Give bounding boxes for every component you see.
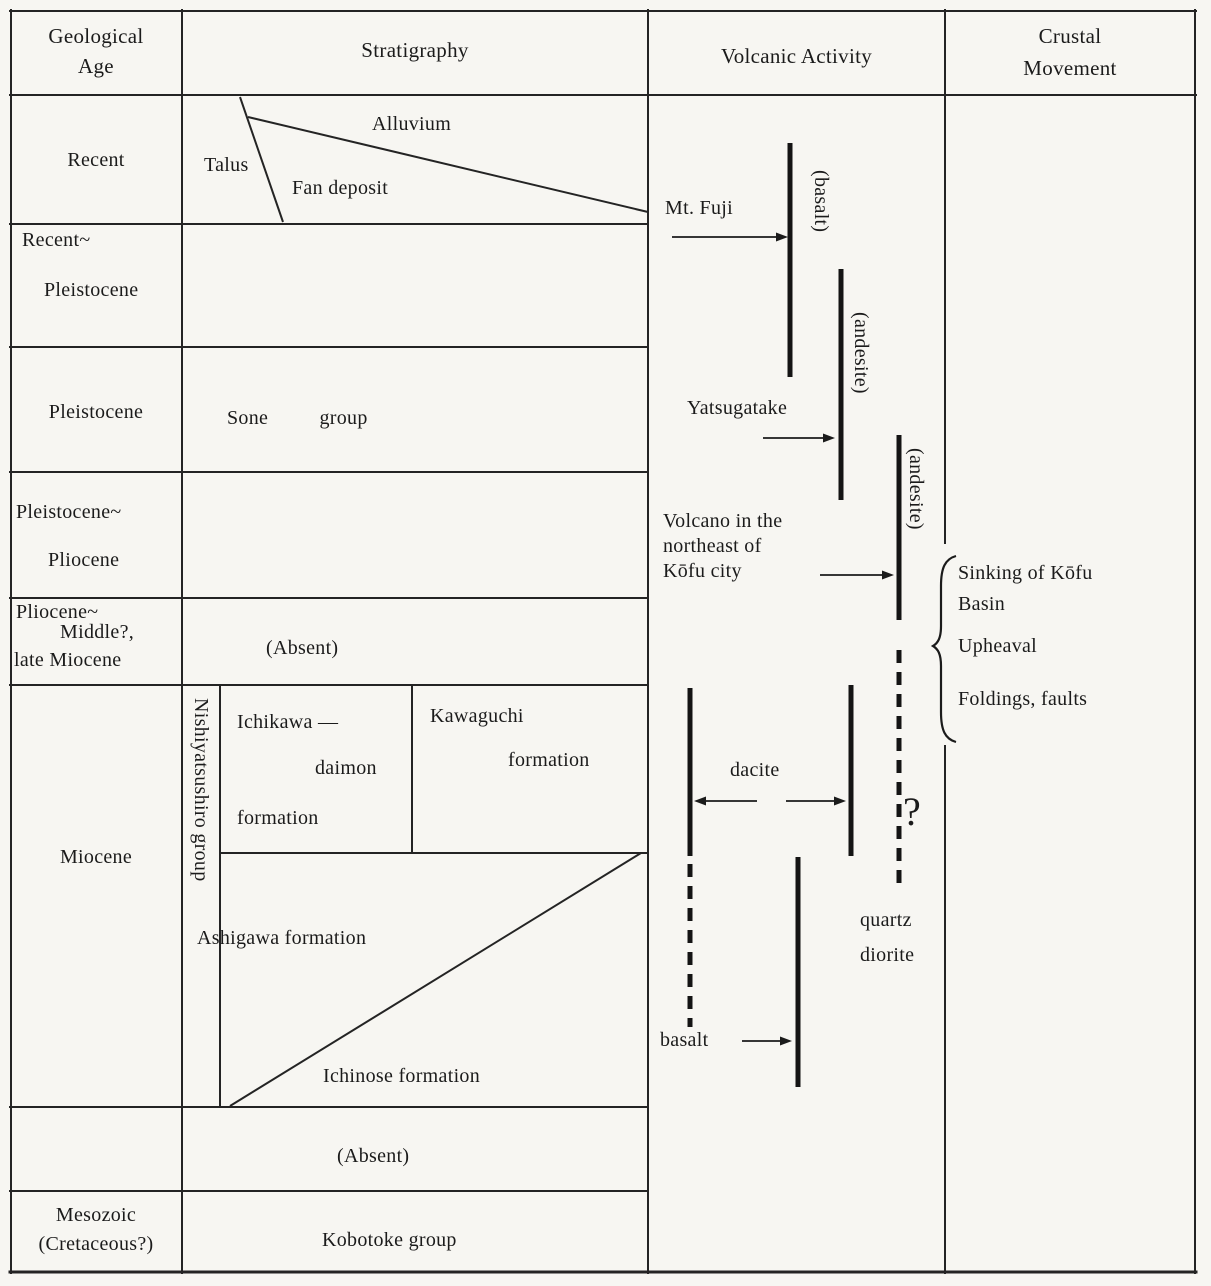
strat-ashigawa: Ashigawa formation	[197, 927, 367, 949]
dacite-right-arrow	[786, 796, 846, 806]
volc-kofu-volcano-line2: northeast of	[663, 535, 762, 557]
dacite-left-arrow	[694, 796, 757, 806]
volc-kofu-rock-label: (andesite)	[905, 448, 927, 530]
volc-uncertain-question-mark: ?	[903, 789, 922, 834]
strat-ichikawa-daimon-line3: formation	[237, 807, 319, 829]
strat-absent-lower: (Absent)	[337, 1145, 410, 1167]
header-stratigraphy: Stratigraphy	[361, 38, 469, 62]
strat-sone-group: Sone group	[227, 407, 368, 429]
strat-absent-upper: (Absent)	[266, 637, 339, 659]
volcanic-activity-bars	[687, 143, 902, 1087]
volc-yatsugatake-label: Yatsugatake	[687, 397, 788, 419]
age-pleistocene-pliocene-line2: Pliocene	[48, 549, 120, 571]
crustal-sinking-line2: Basin	[958, 593, 1006, 615]
volc-mt-fuji-label: Mt. Fuji	[665, 197, 733, 219]
volc-kofu-volcano-line3: Kōfu city	[663, 560, 742, 582]
age-recent: Recent	[67, 149, 125, 171]
volc-kofu-volcano-line1: Volcano in the	[663, 510, 783, 532]
crustal-upheaval: Upheaval	[958, 635, 1038, 657]
header-volcanic-activity: Volcanic Activity	[720, 44, 873, 68]
crustal-movement-brace	[930, 554, 957, 744]
header-geological-age-line1: Geological	[48, 24, 144, 48]
crustal-sinking-line1: Sinking of Kōfu	[958, 562, 1093, 584]
age-mesozoic-line1: Mesozoic	[55, 1204, 137, 1226]
strat-alluvium: Alluvium	[372, 113, 452, 135]
age-pleistocene: Pleistocene	[48, 401, 144, 423]
mt-fuji-arrow	[672, 232, 788, 242]
strat-ichikawa-daimon-line2: daimon	[315, 757, 377, 779]
stratigraphy-diagonal-lines	[229, 96, 649, 1107]
age-pliocene-miocene-line1: Pliocene~	[16, 601, 99, 623]
yatsugatake-arrow	[763, 433, 835, 443]
strat-kawaguchi-line1: Kawaguchi	[430, 705, 524, 727]
volc-quartz-diorite-line2: diorite	[860, 944, 915, 966]
strat-ichinose: Ichinose formation	[323, 1065, 481, 1087]
strat-fan-deposit: Fan deposit	[292, 177, 389, 199]
strat-ichikawa-daimon-line1: Ichikawa —	[237, 711, 339, 733]
strat-talus: Talus	[204, 154, 249, 176]
age-pliocene-miocene-line3: late Miocene	[14, 649, 122, 671]
volc-yatsugatake-rock-label: (andesite)	[850, 312, 872, 394]
crustal-foldings-faults: Foldings, faults	[958, 688, 1088, 710]
basalt-arrow	[742, 1036, 792, 1046]
age-recent-pleistocene-line1: Recent~	[22, 229, 91, 251]
age-recent-pleistocene-line2: Pleistocene	[44, 279, 139, 301]
strat-kawaguchi-line2: formation	[508, 749, 590, 771]
age-pliocene-miocene-line2: Middle?,	[60, 621, 135, 643]
header-crustal-movement-line1: Crustal	[1038, 24, 1102, 48]
volc-mt-fuji-rock-label: (basalt)	[810, 170, 832, 233]
kofu-volcano-arrow	[820, 570, 894, 580]
volc-basalt-label: basalt	[660, 1029, 709, 1051]
age-miocene: Miocene	[59, 846, 133, 868]
age-pleistocene-pliocene-line1: Pleistocene~	[16, 501, 122, 523]
header-geological-age-line2: Age	[78, 54, 114, 78]
strat-nishiyatsushiro-group: Nishiyatsushiro group	[190, 698, 212, 882]
strat-kobotoke-group: Kobotoke group	[322, 1229, 457, 1251]
annotation-arrows	[672, 232, 894, 1046]
header-crustal-movement-line2: Movement	[1023, 56, 1117, 80]
volc-quartz-diorite-line1: quartz	[860, 909, 912, 931]
volc-dacite-label: dacite	[730, 759, 780, 781]
age-mesozoic-line2: (Cretaceous?)	[38, 1233, 154, 1255]
table-grid	[8, 9, 1198, 1274]
